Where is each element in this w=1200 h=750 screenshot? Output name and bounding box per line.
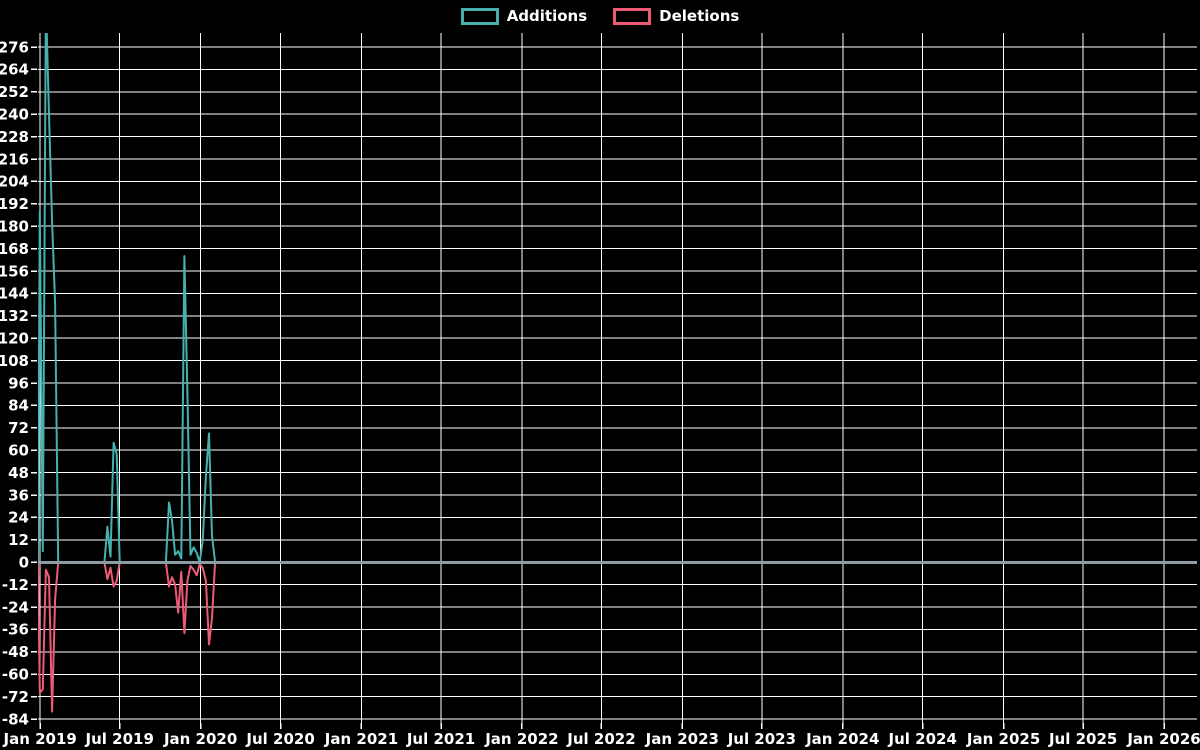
x-grid: Jan 2019 Jul 2019 Jan 2020 Jul 2020 Jan 2021… xyxy=(3,33,1200,748)
y-tick-label: 240 xyxy=(0,105,29,123)
y-tick-label: 216 xyxy=(0,150,29,168)
y-tick-label: 132 xyxy=(0,307,29,325)
y-tick-label: 96 xyxy=(8,374,29,392)
series-line-deletions xyxy=(38,561,1197,713)
y-grid: -84 -72 -60 -48 -36 -24 -12 0 12 24 36 48 60 72 84 96 10… xyxy=(0,38,1197,728)
x-tick-label: Jul 2024 xyxy=(888,730,957,748)
legend-additions-label: Additions xyxy=(506,7,588,25)
y-tick-label: -84 xyxy=(2,710,29,728)
y-tick-label: 180 xyxy=(0,217,29,235)
chart-legend: Additions Deletions xyxy=(0,7,1200,25)
y-tick-label: 156 xyxy=(0,262,29,280)
x-tick-label: Jul 2023 xyxy=(727,730,796,748)
x-tick-label: Jan 2026 xyxy=(1126,730,1200,748)
x-tick-label: Jan 2024 xyxy=(805,730,879,748)
deletions-swatch-icon xyxy=(613,7,652,25)
y-tick-label: 252 xyxy=(0,83,29,101)
y-tick-label: 204 xyxy=(0,173,29,191)
x-tick-label: Jan 2021 xyxy=(324,730,398,748)
x-tick-label: Jan 2020 xyxy=(163,730,237,748)
y-tick-label: 144 xyxy=(0,285,29,303)
x-tick-label: Jul 2021 xyxy=(406,730,475,748)
x-tick-label: Jul 2019 xyxy=(85,730,154,748)
y-tick-label: 0 xyxy=(19,554,29,572)
y-tick-label: 24 xyxy=(8,509,29,527)
y-tick-label: 192 xyxy=(0,195,29,213)
y-tick-label: -12 xyxy=(2,576,29,594)
additions-swatch-icon xyxy=(460,7,499,25)
y-tick-label: 72 xyxy=(8,419,29,437)
x-tick-label: Jul 2022 xyxy=(566,730,635,748)
x-tick-label: Jan 2025 xyxy=(966,730,1040,748)
y-tick-label: 276 xyxy=(0,38,29,56)
y-tick-label: 108 xyxy=(0,352,29,370)
y-tick-label: -72 xyxy=(2,688,29,706)
x-tick-label: Jul 2020 xyxy=(245,730,314,748)
y-tick-label: 48 xyxy=(8,464,29,482)
x-tick-label: Jan 2019 xyxy=(3,730,77,748)
x-tick-label: Jan 2023 xyxy=(645,730,719,748)
y-tick-label: 228 xyxy=(0,128,29,146)
y-tick-label: -60 xyxy=(2,666,29,684)
y-tick-label: -24 xyxy=(2,598,29,616)
y-tick-label: 12 xyxy=(8,531,29,549)
y-tick-label: 168 xyxy=(0,240,29,258)
x-tick-label: Jan 2022 xyxy=(484,730,558,748)
y-tick-label: 60 xyxy=(8,441,29,459)
y-tick-label: 84 xyxy=(8,397,29,415)
y-tick-label: 36 xyxy=(8,486,29,504)
y-tick-label: 120 xyxy=(0,329,29,347)
legend-item-deletions[interactable]: Deletions xyxy=(613,7,739,25)
y-tick-label: -48 xyxy=(2,643,29,661)
legend-deletions-label: Deletions xyxy=(659,7,740,25)
x-tick-label: Jul 2025 xyxy=(1048,730,1117,748)
y-tick-label: 264 xyxy=(0,61,29,79)
legend-item-additions[interactable]: Additions xyxy=(460,7,588,25)
y-tick-label: -36 xyxy=(2,621,29,639)
series-line-additions xyxy=(38,33,1197,564)
series-layer xyxy=(38,33,1197,713)
